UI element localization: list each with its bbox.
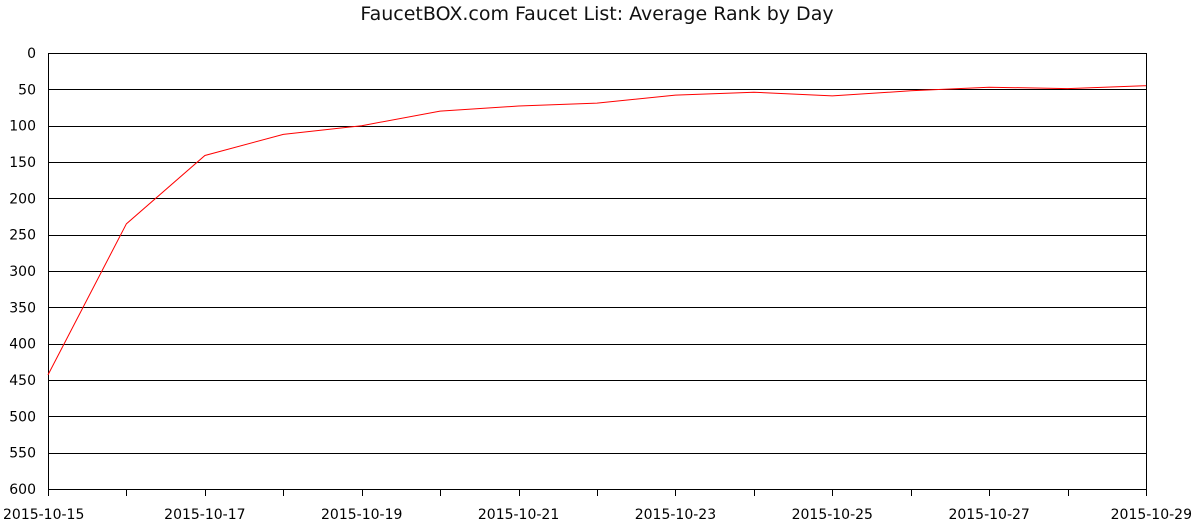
x-tick-label-2015-10-27: 2015-10-27 — [948, 507, 1029, 523]
x-tick-label-2015-10-17: 2015-10-17 — [164, 507, 245, 523]
y-tick-label-100: 100 — [9, 119, 36, 135]
tick-labels: 0 50 100 150 200 250 300 350 400 450 500 550 600 2015… — [3, 46, 1192, 523]
y-tick-label-200: 200 — [9, 191, 36, 207]
x-tick-label-2015-10-15: 2015-10-15 — [3, 507, 84, 523]
y-tick-label-350: 350 — [9, 300, 36, 316]
x-tick-label-2015-10-21: 2015-10-21 — [478, 507, 559, 523]
y-tick-label-300: 300 — [9, 264, 36, 280]
series-line-0 — [47, 85, 1147, 376]
y-tick-label-50: 50 — [18, 82, 36, 98]
y-tick-label-400: 400 — [9, 337, 36, 353]
x-tick-label-2015-10-29: 2015-10-29 — [1111, 507, 1192, 523]
y-tick-label-600: 600 — [9, 482, 36, 498]
y-tick-label-0: 0 — [27, 46, 36, 62]
y-tick-label-250: 250 — [9, 228, 36, 244]
x-tick-label-2015-10-25: 2015-10-25 — [792, 507, 873, 523]
chart-title: FaucetBOX.com Faucet List: Average Rank … — [360, 3, 834, 25]
y-tick-label-450: 450 — [9, 373, 36, 389]
y-tick-label-500: 500 — [9, 409, 36, 425]
x-tick-label-2015-10-23: 2015-10-23 — [635, 507, 716, 523]
grid-lines — [48, 53, 1146, 490]
y-tick-label-550: 550 — [9, 446, 36, 462]
x-tick-label-2015-10-19: 2015-10-19 — [321, 507, 402, 523]
y-tick-label-150: 150 — [9, 155, 36, 171]
series-layer — [47, 85, 1147, 376]
axes — [48, 53, 1147, 496]
